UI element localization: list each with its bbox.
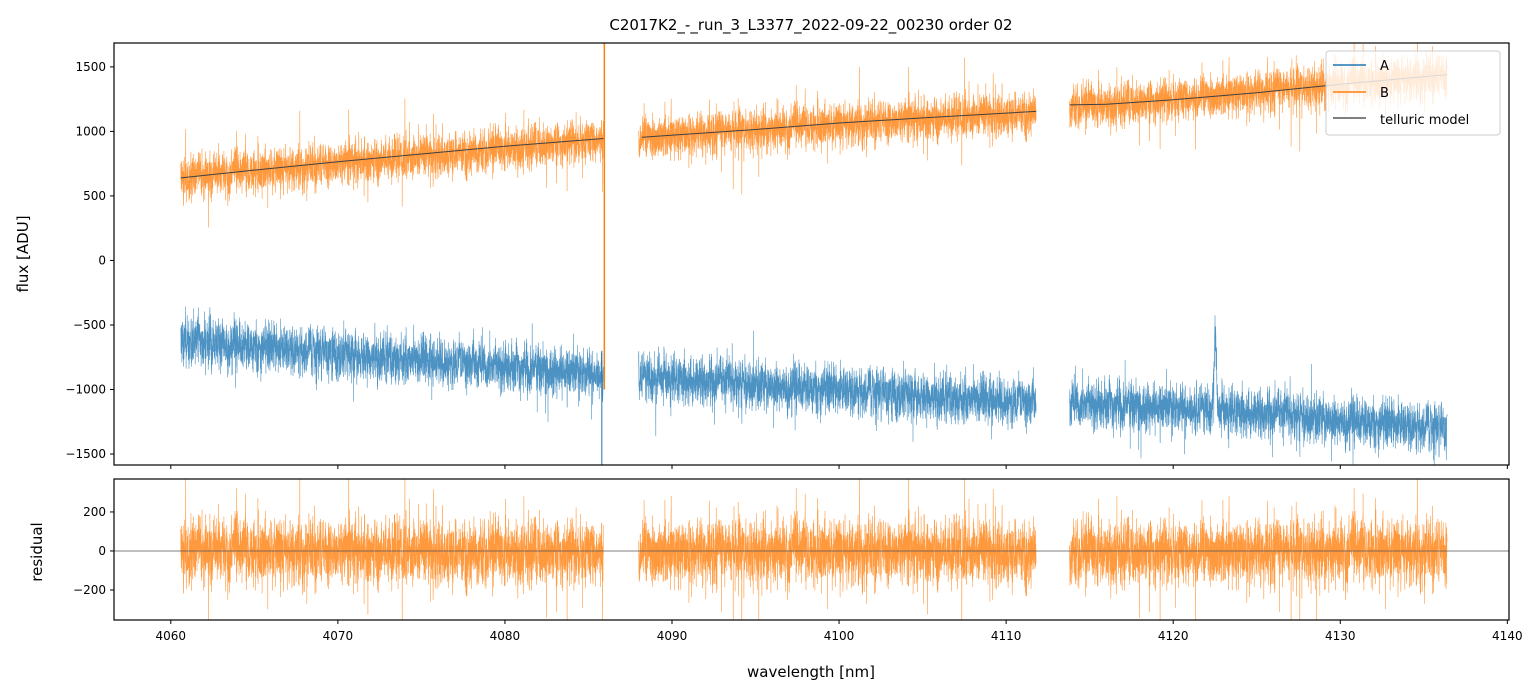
legend: A B telluric model bbox=[1325, 50, 1501, 136]
telluric-model-segment-0 bbox=[180, 138, 604, 179]
y-tick-label-residual: 200 bbox=[83, 505, 106, 519]
legend-box bbox=[1325, 50, 1501, 136]
x-tick-label: 4140 bbox=[1492, 629, 1523, 643]
legend-label-b: B bbox=[1380, 86, 1389, 101]
y-tick-label-residual: −200 bbox=[73, 583, 106, 597]
chart-title: C2017K2_-_run_3_L3377_2022-09-22_00230 o… bbox=[609, 16, 1012, 35]
x-tick-label: 4100 bbox=[824, 629, 855, 643]
residual-segment-0 bbox=[180, 479, 604, 620]
legend-label-telluric: telluric model bbox=[1380, 113, 1469, 128]
x-tick-label: 4120 bbox=[1158, 629, 1189, 643]
x-tick-label: 4080 bbox=[490, 629, 521, 643]
series-a-segment-2 bbox=[1069, 315, 1448, 465]
y-tick-label-flux: −500 bbox=[73, 318, 106, 332]
top-plot-area bbox=[180, 43, 1448, 465]
y-tick-label-flux: 1000 bbox=[75, 124, 106, 138]
y-tick-label-flux: −1000 bbox=[65, 383, 106, 397]
residual-segment-2 bbox=[1069, 479, 1448, 620]
y-tick-label-flux: 1500 bbox=[75, 60, 106, 74]
top-axes-frame bbox=[113, 42, 1510, 466]
legend-label-a: A bbox=[1380, 59, 1389, 74]
residual-segment-1 bbox=[638, 479, 1037, 620]
y-tick-label-flux: 0 bbox=[98, 253, 106, 267]
x-tick-label: 4070 bbox=[323, 629, 354, 643]
x-tick-label: 4090 bbox=[657, 629, 688, 643]
residual-plot-area bbox=[114, 479, 1509, 620]
x-tick-label: 4130 bbox=[1325, 629, 1356, 643]
series-b-segment-1 bbox=[638, 57, 1037, 195]
x-tick-label: 4060 bbox=[156, 629, 187, 643]
series-a-segment-0 bbox=[180, 306, 604, 423]
y-axis-label-flux: flux [ADU] bbox=[14, 215, 32, 292]
x-axis-label: wavelength [nm] bbox=[747, 663, 875, 681]
y-axis-label-residual: residual bbox=[28, 522, 46, 581]
telluric-model-segment-1 bbox=[641, 110, 1037, 138]
x-tick-label: 4110 bbox=[991, 629, 1022, 643]
y-tick-label-residual: 0 bbox=[98, 544, 106, 558]
y-tick-label-flux: 500 bbox=[83, 189, 106, 203]
series-a-segment-1 bbox=[638, 330, 1037, 442]
y-tick-label-flux: −1500 bbox=[65, 447, 106, 461]
residual-axes-frame bbox=[113, 478, 1510, 621]
series-b-segment-0 bbox=[180, 98, 604, 228]
